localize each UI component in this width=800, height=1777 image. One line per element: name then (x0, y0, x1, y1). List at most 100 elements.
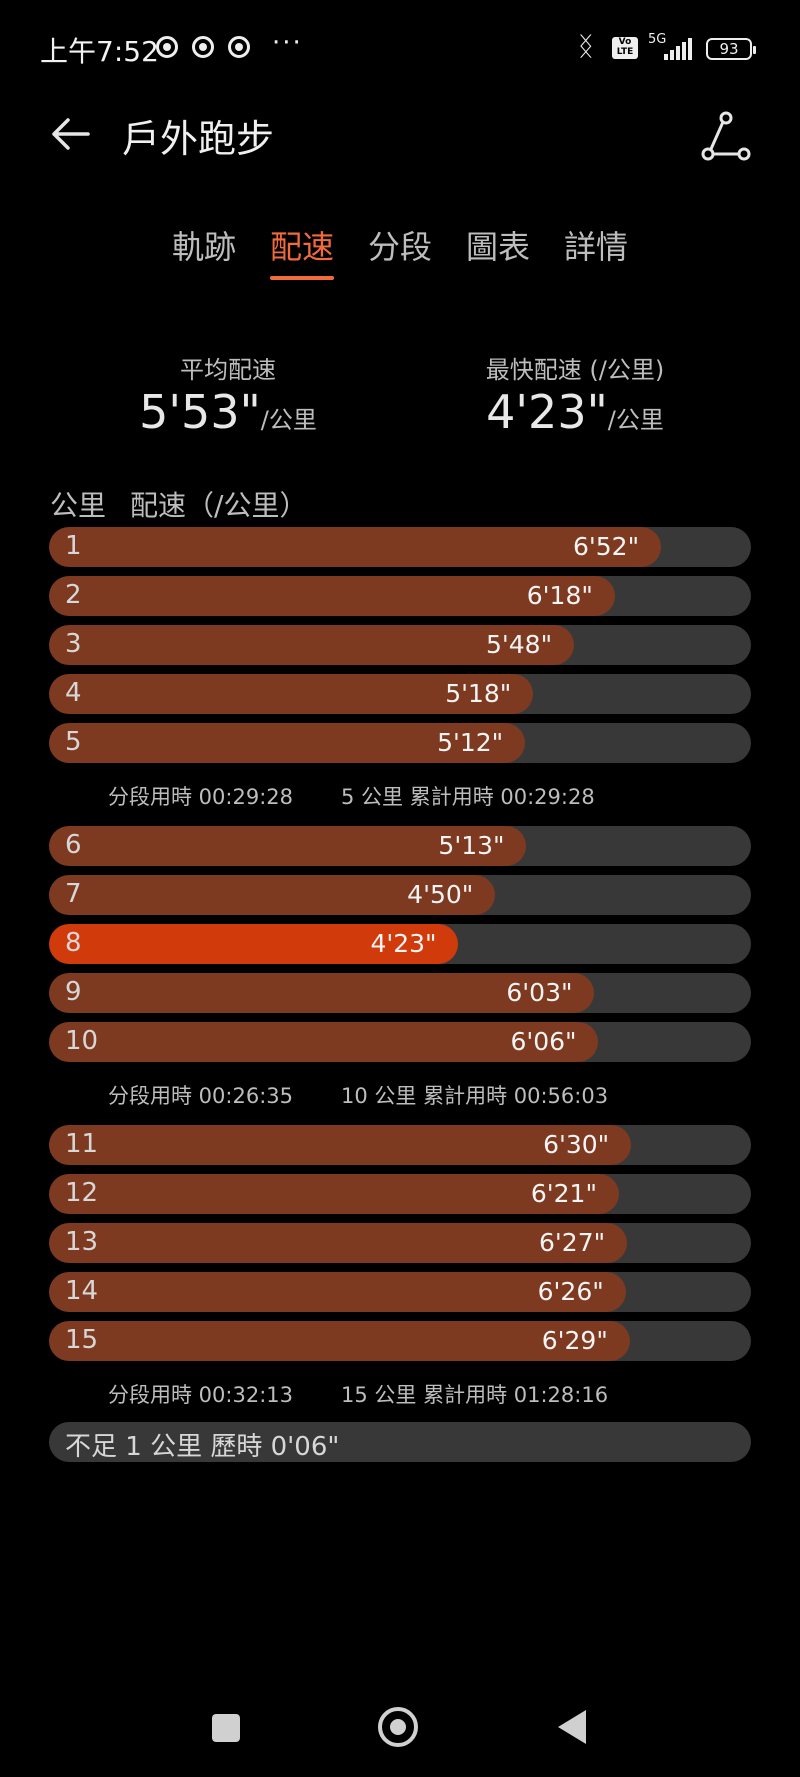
split-pace: 6'18" (526, 581, 593, 610)
split-pace: 6'52" (573, 532, 640, 561)
split-km: 10 (65, 1026, 99, 1056)
tab-charts[interactable]: 圖表 (466, 228, 531, 266)
pace-split-row: 3 5'48" (49, 625, 751, 665)
split-km: 14 (65, 1276, 99, 1306)
split-km: 2 (65, 580, 82, 610)
pace-split-row: 13 6'27" (49, 1223, 751, 1263)
home-button[interactable] (378, 1707, 418, 1747)
split-pace: 6'30" (543, 1130, 610, 1159)
tab-bar: 軌跡 配速 分段 圖表 詳情 (0, 222, 800, 282)
fastest-pace-value: 4'23" (486, 385, 608, 439)
split-pace: 5'18" (445, 679, 512, 708)
pace-split-row: 12 6'21" (49, 1174, 751, 1214)
route-share-icon[interactable] (700, 110, 752, 162)
pace-bar (49, 1022, 599, 1062)
signal-icon (664, 38, 694, 60)
average-pace-stat: 平均配速 5'53"/公里 (128, 350, 328, 439)
fastest-pace-label: 最快配速 (/公里) (485, 356, 665, 384)
back-arrow-icon[interactable] (48, 112, 92, 156)
page-title: 戶外跑步 (122, 117, 275, 161)
split-km: 6 (65, 830, 82, 860)
pace-split-row: 9 6'03" (49, 973, 751, 1013)
more-notifications-icon: ··· (272, 28, 303, 58)
pace-bar (49, 1223, 628, 1263)
network-type: 5G (648, 32, 667, 47)
pace-bar (49, 924, 459, 964)
split-pace: 4'50" (407, 880, 474, 909)
pace-split-row: 14 6'26" (49, 1272, 751, 1312)
volte-icon: Vo LTE (612, 37, 638, 59)
split-pace: 6'29" (541, 1326, 608, 1355)
app-bar: 戶外跑步 (0, 100, 800, 170)
pace-split-row: 1 6'52" (49, 527, 751, 567)
split-pace: 5'12" (437, 728, 504, 757)
status-time: 上午7:52 (40, 35, 159, 68)
pace-split-row: 4 5'18" (49, 674, 751, 714)
split-km: 3 (65, 629, 82, 659)
km-column-header: 公里 (50, 489, 107, 522)
pace-split-row: 15 6'29" (49, 1321, 751, 1361)
pace-bar (49, 1321, 630, 1361)
fastest-pace-stat: 最快配速 (/公里) 4'23"/公里 (470, 350, 680, 439)
split-pace: 5'13" (438, 831, 505, 860)
pace-split-row: 5 5'12" (49, 723, 751, 763)
chrome-notification-icon (156, 36, 178, 58)
split-km: 9 (65, 977, 82, 1007)
pace-split-row: 6 5'13" (49, 826, 751, 866)
split-km: 1 (65, 531, 82, 561)
fastest-pace-unit: /公里 (607, 406, 664, 434)
back-button[interactable] (558, 1710, 586, 1744)
pace-split-row: 2 6'18" (49, 576, 751, 616)
chrome-notification-icon (228, 36, 250, 58)
remainder-row: 不足 1 公里 歷時 0'06" (49, 1422, 751, 1462)
recent-apps-button[interactable] (212, 1714, 240, 1742)
split-pace: 6'26" (537, 1277, 604, 1306)
split-km: 5 (65, 727, 82, 757)
average-pace-unit: /公里 (260, 406, 317, 434)
pace-bar (49, 527, 661, 567)
pace-split-row: 11 6'30" (49, 1125, 751, 1165)
pace-bar (49, 973, 595, 1013)
split-km: 7 (65, 879, 82, 909)
pace-bar (49, 1174, 619, 1214)
tab-track[interactable]: 軌跡 (172, 228, 237, 266)
split-km: 11 (65, 1129, 99, 1159)
remainder-text: 不足 1 公里 歷時 0'06" (65, 1432, 340, 1462)
segment-summary: 分段用時 00:29:28 5 公里 累計用時 00:29:28 (108, 781, 595, 811)
average-pace-label: 平均配速 (180, 356, 276, 384)
status-bar: 上午7:52 ··· ᛝ Vo LTE 5G 93 (0, 0, 800, 100)
average-pace-value: 5'53" (139, 385, 261, 439)
split-km: 13 (65, 1227, 99, 1257)
split-pace: 5'48" (486, 630, 553, 659)
split-km: 4 (65, 678, 82, 708)
tab-segments[interactable]: 分段 (368, 228, 433, 266)
pace-bar (49, 625, 574, 665)
cumulative-time: 10 公里 累計用時 00:56:03 (341, 1084, 609, 1108)
chrome-notification-icon (192, 36, 214, 58)
pace-bar (49, 875, 496, 915)
pace-bar (49, 826, 527, 866)
active-tab-indicator (270, 276, 334, 280)
pace-split-row: 7 4'50" (49, 875, 751, 915)
pace-bar (49, 576, 615, 616)
pace-split-row: 10 6'06" (49, 1022, 751, 1062)
battery-icon: 93 (706, 38, 756, 60)
pace-bar (49, 723, 526, 763)
split-km: 15 (65, 1325, 99, 1355)
tab-details[interactable]: 詳情 (564, 228, 629, 266)
pace-bar (49, 674, 534, 714)
split-pace: 6'06" (510, 1027, 577, 1056)
split-pace: 6'21" (530, 1179, 597, 1208)
split-pace: 4'23" (370, 929, 437, 958)
split-km: 12 (65, 1178, 99, 1208)
segment-summary: 分段用時 00:26:35 10 公里 累計用時 00:56:03 (108, 1080, 608, 1110)
cumulative-time: 15 公里 累計用時 01:28:16 (341, 1383, 609, 1407)
segment-time: 分段用時 00:26:35 (108, 1084, 293, 1108)
tab-pace[interactable]: 配速 (270, 228, 335, 266)
pace-column-header: 配速（/公里） (130, 489, 308, 522)
segment-summary: 分段用時 00:32:13 15 公里 累計用時 01:28:16 (108, 1379, 608, 1409)
segment-time: 分段用時 00:32:13 (108, 1383, 293, 1407)
split-km: 8 (65, 928, 82, 958)
segment-time: 分段用時 00:29:28 (108, 785, 293, 809)
cumulative-time: 5 公里 累計用時 00:29:28 (341, 785, 595, 809)
